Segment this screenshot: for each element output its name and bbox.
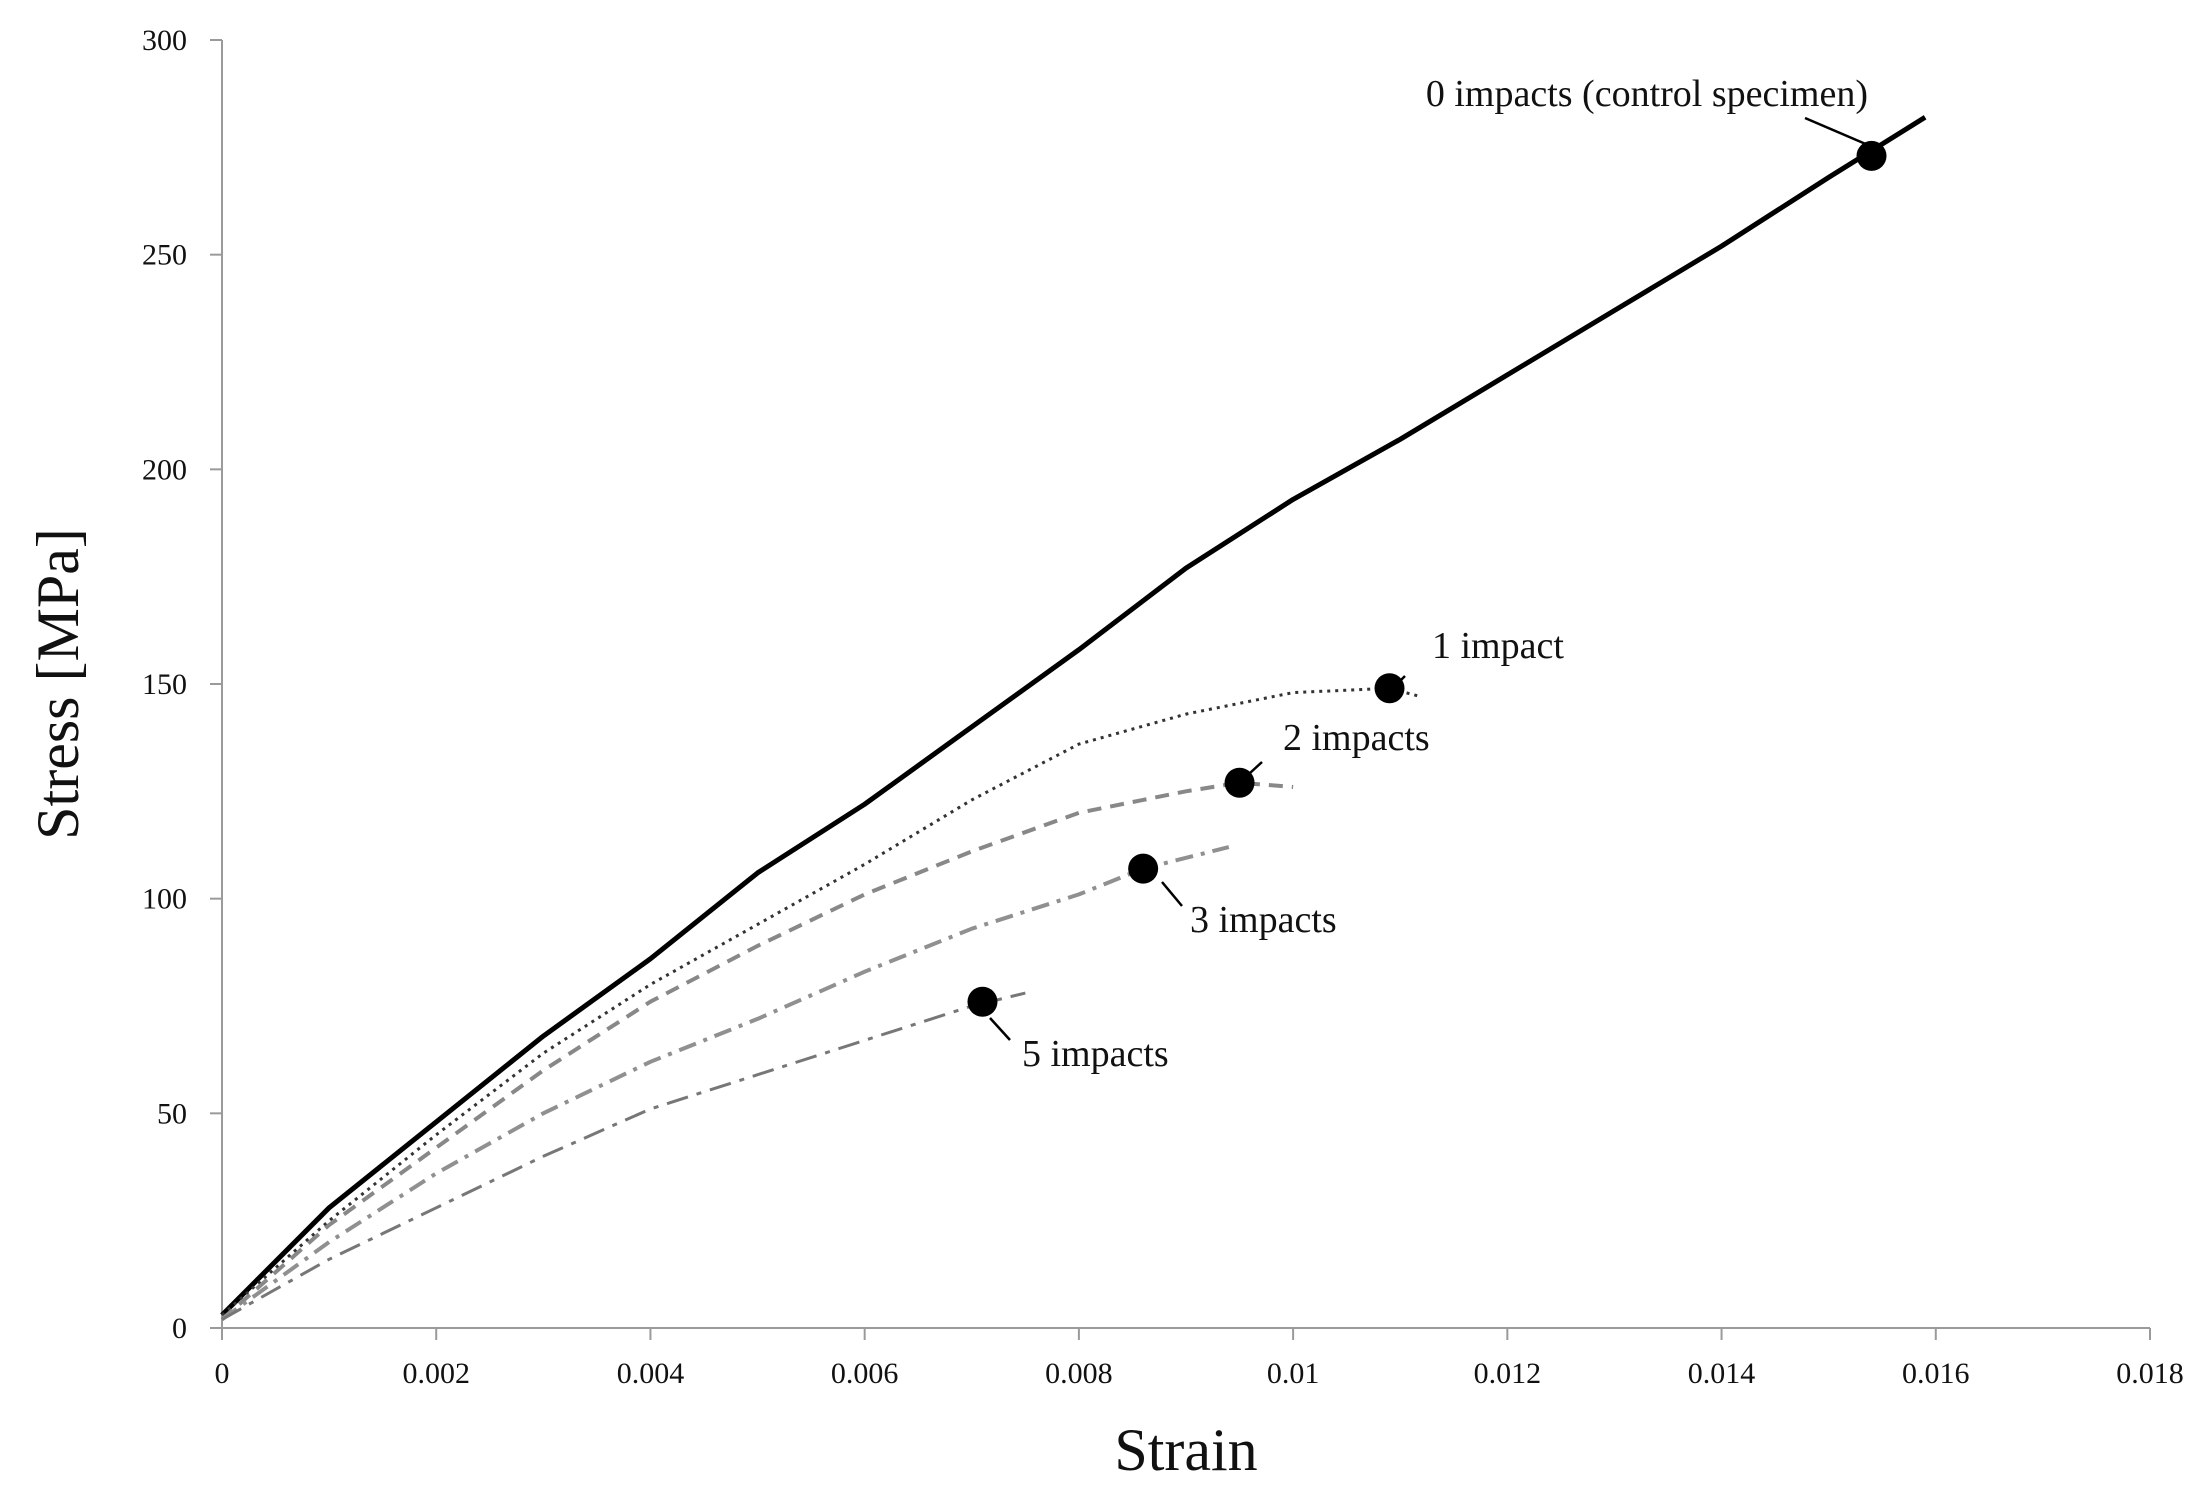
axes: 0 0.002 0.004 0.006 0.008 0.01 0.012 0.014 0.016…	[142, 24, 2184, 1390]
y-tick-label: 200	[142, 453, 187, 486]
x-tick-label: 0.002	[402, 1357, 470, 1390]
y-tick-label: 300	[142, 24, 187, 57]
annotation-leader-0	[1804, 116, 1869, 147]
series-line-4	[221, 991, 1026, 1321]
x-tick-label: 0.016	[1902, 1357, 1970, 1390]
y-tick-label: 50	[157, 1097, 187, 1130]
annotation-label-0: 0 impacts (control specimen)	[1426, 73, 1868, 115]
annotation-label-2: 2 impacts	[1283, 717, 1430, 759]
x-tick-label: 0.006	[831, 1357, 899, 1390]
failure-marker-4	[967, 986, 998, 1017]
annotation-leader-3	[1161, 881, 1183, 907]
x-tick-label: 0	[215, 1357, 230, 1390]
annotation-leader-4	[989, 1017, 1011, 1041]
failure-marker-1	[1374, 673, 1405, 704]
y-tick-label: 0	[172, 1312, 187, 1345]
annotations-group: 0 impacts (control specimen) 1 impact 2 im…	[989, 73, 1869, 1075]
series-line-1	[221, 686, 1422, 1317]
y-axis-title: Stress [MPa]	[25, 528, 91, 840]
annotation-leader-1	[1385, 675, 1406, 696]
failure-marker-0	[1856, 140, 1887, 171]
x-tick-label: 0.014	[1688, 1357, 1756, 1390]
annotation-leader-2	[1236, 761, 1263, 786]
y-tick-label: 100	[142, 883, 187, 916]
y-tick-label: 250	[142, 239, 187, 272]
x-tick-label: 0.012	[1474, 1357, 1542, 1390]
x-tick-label: 0.018	[2116, 1357, 2184, 1390]
series-group	[220, 115, 1927, 1322]
annotation-label-3: 3 impacts	[1190, 899, 1337, 941]
x-tick-label: 0.008	[1045, 1357, 1113, 1390]
y-tick-label: 150	[142, 668, 187, 701]
x-axis-title: Strain	[1114, 1417, 1257, 1483]
annotation-label-4: 5 impacts	[1022, 1033, 1169, 1075]
failure-marker-3	[1128, 853, 1159, 884]
series-line-3	[220, 845, 1230, 1322]
x-tick-label: 0.004	[617, 1357, 685, 1390]
annotation-label-1: 1 impact	[1432, 625, 1564, 667]
x-tick-label: 0.01	[1267, 1357, 1320, 1390]
series-line-2	[220, 780, 1294, 1321]
series-line-0	[220, 115, 1927, 1317]
